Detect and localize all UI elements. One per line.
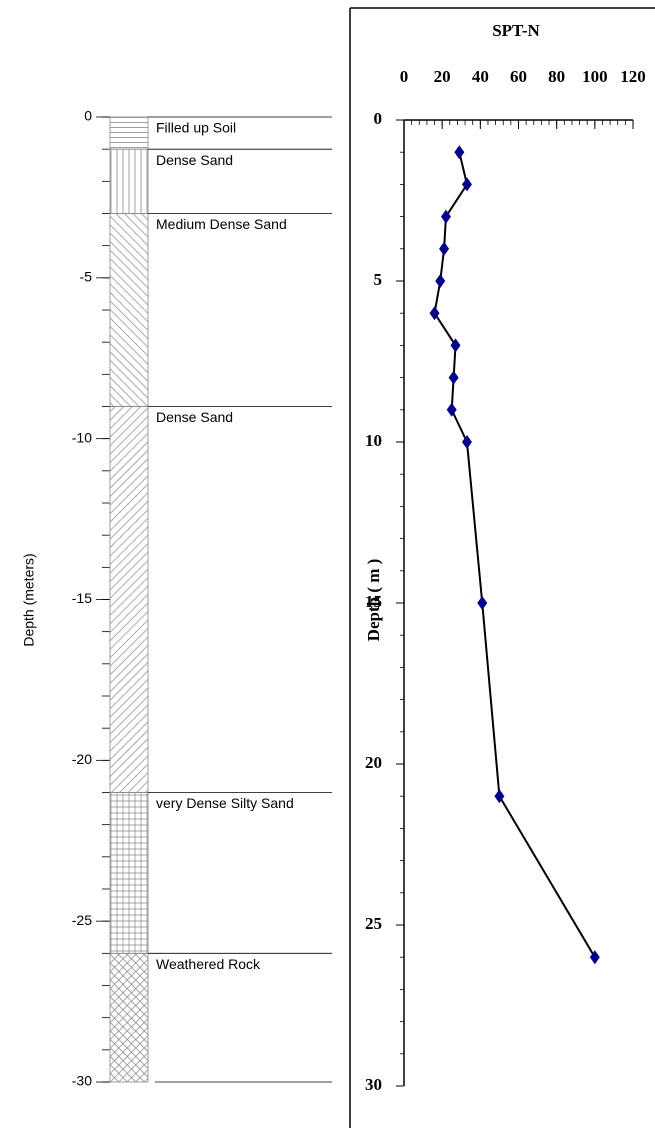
data-point: [477, 596, 488, 610]
x-tick-label: 20: [434, 67, 451, 86]
data-point: [429, 306, 440, 321]
y-axis-label: Depth ( m ): [364, 559, 383, 642]
y-tick-label: -5: [80, 269, 93, 285]
y-tick-label: -25: [72, 912, 92, 928]
y-tick-label: 25: [365, 914, 382, 933]
y-tick-label: -30: [72, 1073, 92, 1089]
soil-layer: [109, 952, 149, 1083]
x-tick-label: 120: [620, 67, 646, 86]
x-tick-label: 80: [548, 67, 565, 86]
spt-chart: SPT-N Depth ( m ) 0 20 40 60 80 100 120 0 5 10 15 2…: [349, 7, 655, 1128]
data-point: [450, 338, 461, 353]
layer-label: very Dense Silty Sand: [156, 795, 294, 811]
y-tick-label: 15: [365, 592, 382, 611]
y-tick-label: -10: [72, 429, 92, 445]
layer-label: Weathered Rock: [156, 956, 261, 972]
data-point: [446, 402, 457, 417]
soil-layer: [109, 792, 149, 954]
x-tick-label: 100: [582, 67, 608, 86]
y-tick-label: 5: [374, 270, 383, 289]
layer-label: Dense Sand: [156, 152, 233, 168]
soil-layer: [109, 213, 149, 407]
soil-layer: [109, 148, 149, 214]
data-point: [461, 435, 472, 449]
y-tick-label: -15: [72, 590, 92, 606]
y-tick-label: 0: [84, 108, 92, 124]
y-tick-label: 20: [365, 753, 382, 772]
y-axis-label: Depth (meters): [21, 553, 37, 646]
y-tick-label: 30: [365, 1075, 382, 1094]
x-tick-label: 40: [472, 67, 489, 86]
data-point: [435, 274, 446, 288]
y-tick-label: -20: [72, 751, 92, 767]
layer-label: Dense Sand: [156, 409, 233, 425]
layer-label: Filled up Soil: [156, 120, 236, 136]
soil-layer: [109, 116, 149, 150]
y-tick-label: 10: [365, 431, 382, 450]
chart-title: SPT-N: [492, 21, 540, 40]
data-point: [454, 145, 465, 160]
data-point: [461, 177, 472, 192]
data-point: [439, 241, 450, 256]
data-point: [589, 950, 600, 965]
data-line: [433, 151, 596, 958]
x-tick-label: 60: [510, 67, 527, 86]
data-point: [440, 209, 451, 224]
soil-layer: [109, 406, 149, 793]
x-tick-label: 0: [400, 67, 409, 86]
y-tick-label: 0: [374, 109, 383, 128]
data-point: [494, 789, 505, 804]
soil-log: Depth (meters) 0 -5 -10 -15 -20 -25 -30 Filled …: [21, 108, 332, 1089]
data-point: [448, 370, 459, 385]
layer-label: Medium Dense Sand: [156, 216, 287, 232]
